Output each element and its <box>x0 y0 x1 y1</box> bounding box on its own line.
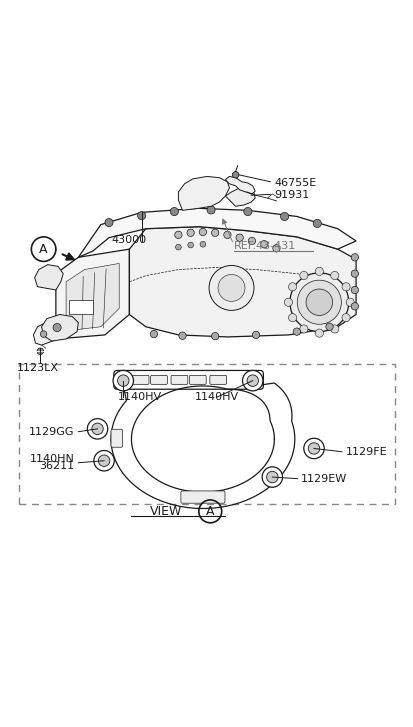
Circle shape <box>350 270 358 277</box>
Circle shape <box>187 229 194 236</box>
Circle shape <box>350 254 358 261</box>
Circle shape <box>299 271 307 280</box>
Text: 1140HV: 1140HV <box>117 392 161 402</box>
Circle shape <box>266 471 278 483</box>
Circle shape <box>170 207 178 216</box>
Text: 91931: 91931 <box>274 190 309 200</box>
Circle shape <box>314 329 323 337</box>
Circle shape <box>211 229 218 236</box>
Circle shape <box>272 245 280 252</box>
Circle shape <box>211 332 218 340</box>
Circle shape <box>252 332 259 339</box>
Circle shape <box>92 423 103 435</box>
Circle shape <box>292 328 300 335</box>
Text: A: A <box>39 243 48 256</box>
Circle shape <box>289 273 348 332</box>
Circle shape <box>175 244 181 250</box>
FancyBboxPatch shape <box>132 375 149 385</box>
Circle shape <box>94 451 114 471</box>
FancyBboxPatch shape <box>114 371 263 389</box>
Polygon shape <box>225 177 254 194</box>
Circle shape <box>248 237 255 245</box>
Circle shape <box>284 298 292 306</box>
Text: REF.43-431: REF.43-431 <box>233 241 295 251</box>
Text: A: A <box>206 505 214 518</box>
FancyBboxPatch shape <box>69 300 93 315</box>
Circle shape <box>280 212 288 220</box>
Circle shape <box>53 324 61 332</box>
Circle shape <box>137 212 145 220</box>
Polygon shape <box>35 265 63 290</box>
Circle shape <box>242 371 262 391</box>
Polygon shape <box>33 323 62 345</box>
Circle shape <box>261 467 282 487</box>
Text: 1140HV: 1140HV <box>195 392 239 402</box>
Circle shape <box>178 332 186 340</box>
Polygon shape <box>41 315 78 341</box>
FancyBboxPatch shape <box>180 491 224 503</box>
Circle shape <box>113 371 133 391</box>
Circle shape <box>247 375 258 386</box>
Circle shape <box>87 419 107 439</box>
Text: 1140HN: 1140HN <box>29 454 74 465</box>
Circle shape <box>288 313 296 322</box>
Circle shape <box>341 313 349 322</box>
FancyBboxPatch shape <box>209 375 226 385</box>
Circle shape <box>117 375 129 386</box>
Circle shape <box>308 443 319 454</box>
Circle shape <box>260 241 267 248</box>
Text: 1129GG: 1129GG <box>28 427 74 437</box>
Polygon shape <box>66 263 119 331</box>
Circle shape <box>325 323 332 330</box>
Polygon shape <box>178 177 229 210</box>
Polygon shape <box>78 209 355 257</box>
Circle shape <box>288 283 296 291</box>
Text: 1129FE: 1129FE <box>345 446 387 457</box>
FancyBboxPatch shape <box>150 375 167 385</box>
Circle shape <box>37 348 43 355</box>
Circle shape <box>104 219 113 227</box>
Circle shape <box>303 438 323 459</box>
Circle shape <box>313 220 320 228</box>
Circle shape <box>350 286 358 294</box>
Text: 1129EW: 1129EW <box>300 474 347 483</box>
Polygon shape <box>56 249 129 339</box>
Circle shape <box>174 231 182 238</box>
Circle shape <box>297 280 341 324</box>
Circle shape <box>314 268 323 276</box>
Circle shape <box>199 228 206 236</box>
Text: VIEW: VIEW <box>150 505 182 518</box>
Circle shape <box>232 172 238 178</box>
Text: 1123LX: 1123LX <box>17 364 59 374</box>
Circle shape <box>235 234 243 241</box>
Circle shape <box>206 206 215 214</box>
Circle shape <box>341 283 349 291</box>
Polygon shape <box>225 188 254 206</box>
Circle shape <box>330 271 338 280</box>
Circle shape <box>305 289 332 316</box>
Circle shape <box>150 330 157 338</box>
Circle shape <box>350 302 358 310</box>
FancyBboxPatch shape <box>171 375 188 385</box>
Text: 43000: 43000 <box>111 235 146 245</box>
FancyBboxPatch shape <box>189 375 206 385</box>
Text: 46755E: 46755E <box>274 178 316 188</box>
Circle shape <box>330 325 338 333</box>
Circle shape <box>98 455 109 467</box>
Circle shape <box>40 331 47 337</box>
Circle shape <box>223 231 230 238</box>
Circle shape <box>345 298 354 306</box>
FancyBboxPatch shape <box>111 429 122 447</box>
Circle shape <box>209 265 253 310</box>
Circle shape <box>299 325 307 333</box>
Circle shape <box>243 207 252 216</box>
Polygon shape <box>129 227 355 337</box>
Circle shape <box>188 242 193 248</box>
Bar <box>19 364 394 505</box>
Text: 36211: 36211 <box>39 462 74 471</box>
Circle shape <box>218 275 244 302</box>
Circle shape <box>199 241 205 247</box>
